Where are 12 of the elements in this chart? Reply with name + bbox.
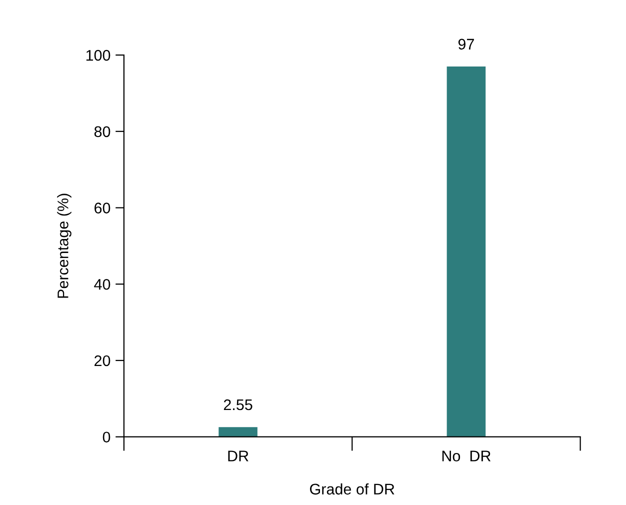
x-tick-label: DR <box>228 450 248 462</box>
y-tick-label: 100 <box>86 50 110 61</box>
x-tick-label: No DR <box>442 450 491 462</box>
y-tick-label: 20 <box>94 355 110 366</box>
y-tick-label: 0 <box>102 432 110 443</box>
data-label: 97 <box>458 38 474 50</box>
y-tick-label: 60 <box>94 202 110 214</box>
y-axis-title: Percentage (%) <box>57 194 72 298</box>
x-axis-title: Grade of DR <box>310 483 394 495</box>
data-label: 2.55 <box>224 399 252 410</box>
y-tick-label: 40 <box>94 278 110 290</box>
y-tick-label: 80 <box>94 126 110 138</box>
